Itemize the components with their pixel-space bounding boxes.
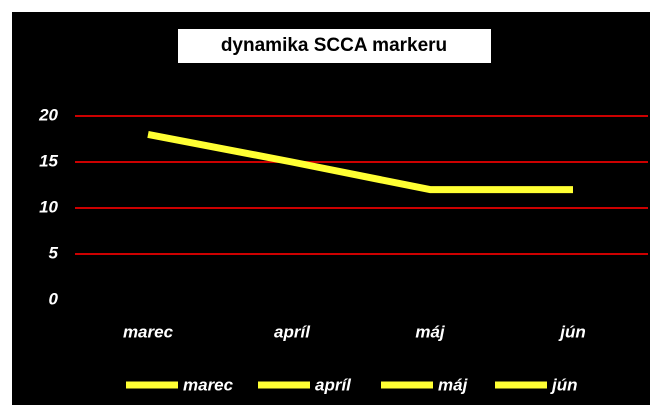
x-tick-label: jún bbox=[558, 322, 586, 341]
x-tick-label: marec bbox=[123, 322, 174, 341]
chart-title: dynamika SCCA markeru bbox=[221, 35, 447, 56]
title-box bbox=[178, 29, 491, 63]
data-line bbox=[147, 130, 573, 194]
x-tick-label: apríl bbox=[274, 322, 311, 341]
legend-label: marec bbox=[183, 375, 234, 394]
y-tick-label: 5 bbox=[49, 243, 59, 262]
y-tick-label: 10 bbox=[39, 197, 58, 216]
y-tick-label: 20 bbox=[38, 105, 58, 124]
legend-label: jún bbox=[550, 375, 578, 394]
y-tick-label: 15 bbox=[39, 151, 58, 170]
x-tick-label: máj bbox=[415, 322, 446, 341]
y-tick-label: 0 bbox=[49, 289, 59, 308]
legend-label: apríl bbox=[315, 375, 352, 394]
legend-label: máj bbox=[438, 375, 469, 394]
